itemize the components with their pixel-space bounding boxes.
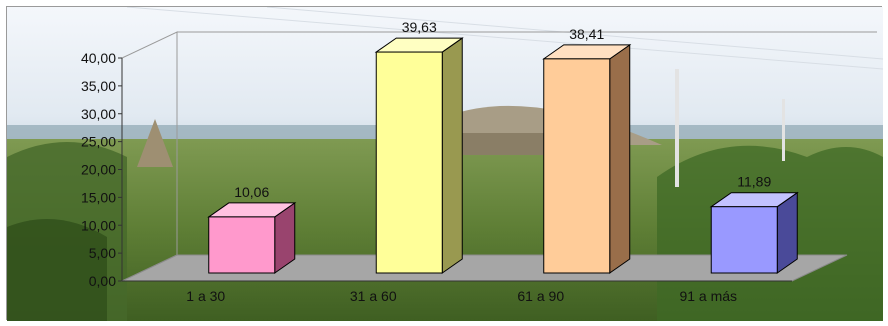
category-label: 91 a más: [679, 288, 737, 304]
bar-side: [441, 37, 463, 274]
bar-3: [542, 43, 632, 274]
category-label: 61 a 90: [517, 288, 564, 304]
y-tick-label: 40,00: [81, 50, 116, 66]
value-label: 11,89: [737, 174, 771, 190]
y-tick-label: 0,00: [89, 273, 116, 289]
labels-layer: 10,06 1 a 30 39,63 31 a 60 38,41 61 a 90 11,89…: [186, 19, 771, 304]
y-tick-label: 15,00: [81, 189, 116, 205]
bar-4: [709, 191, 799, 274]
axes-layer: 0,00 5,00 10,00 15,00 20,00 25,00 30,00 35,00 40…: [81, 31, 877, 289]
value-label: 38,41: [569, 26, 604, 42]
chart-frame: 0,00 5,00 10,00 15,00 20,00 25,00 30,00 35,00 40…: [6, 6, 883, 321]
value-label: 10,06: [234, 184, 269, 200]
y-tick-label: 25,00: [81, 134, 116, 150]
bar-1: [207, 201, 297, 274]
category-label: 1 a 30: [186, 288, 225, 304]
bars-layer: [207, 37, 799, 274]
bar-front: [543, 58, 611, 274]
y-tick-label: 30,00: [81, 106, 116, 122]
y-tick-label: 10,00: [81, 217, 116, 233]
value-label: 39,63: [402, 19, 437, 35]
category-label: 31 a 60: [350, 288, 397, 304]
y-tick-label: 20,00: [81, 162, 116, 178]
bar-2: [374, 37, 464, 274]
bar-front: [710, 206, 778, 274]
bar-front: [208, 216, 276, 274]
bar-chart: 0,00 5,00 10,00 15,00 20,00 25,00 30,00 35,00 40…: [7, 7, 883, 321]
bar-side: [609, 43, 631, 274]
bar-front: [375, 51, 443, 274]
y-tick-label: 5,00: [89, 245, 116, 261]
y-tick-label: 35,00: [81, 78, 116, 94]
